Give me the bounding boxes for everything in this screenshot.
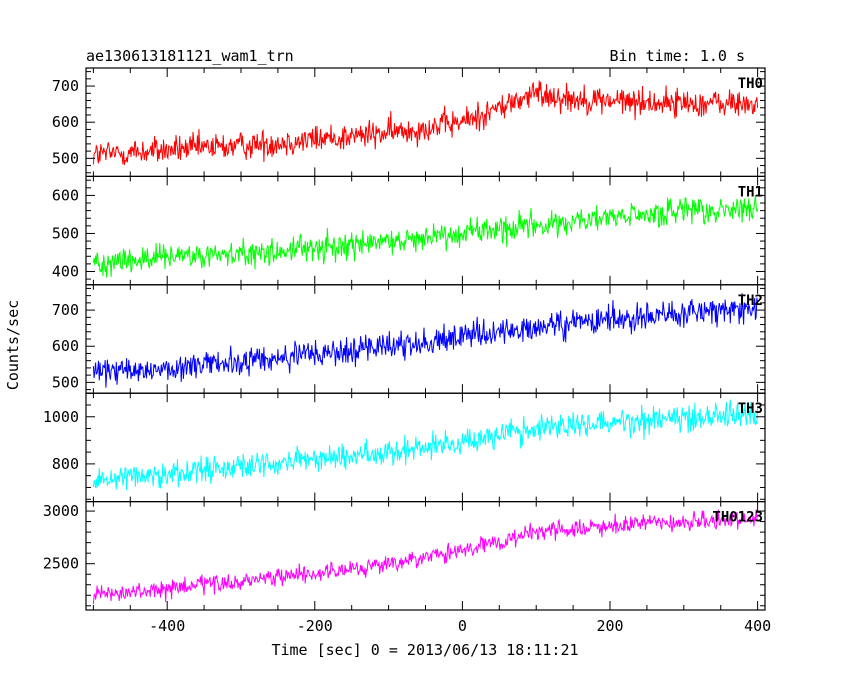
x-tick-label: -200 <box>297 617 333 635</box>
y-tick-label: 700 <box>52 301 79 319</box>
y-tick-label: 500 <box>52 373 79 391</box>
series-line-th0123 <box>92 509 759 605</box>
series-line-th0 <box>92 80 759 165</box>
panel-th0123: -400 -200 0 200 400 2500 3000 TH0123 <box>43 501 771 635</box>
series-line-th1 <box>92 195 759 278</box>
y-tick-label: 2500 <box>43 555 79 573</box>
y-tick-label: 1000 <box>43 408 79 426</box>
panel-th0: 500 600 700 TH0 <box>52 67 766 178</box>
y-tick-label: 400 <box>52 262 79 280</box>
y-tick-label: 3000 <box>43 502 79 520</box>
x-axis-title: Time [sec] 0 = 2013/06/13 18:11:21 <box>271 641 578 659</box>
series-line-th2 <box>92 293 759 388</box>
series-line-th3 <box>92 399 759 491</box>
x-tick-label: -400 <box>149 617 185 635</box>
y-tick-label: 800 <box>52 455 79 473</box>
panel-frame <box>85 67 766 178</box>
x-tick-label: 0 <box>458 617 467 635</box>
panel-th3: 800 1000 TH3 <box>43 392 766 503</box>
bin-time-label: Bin time: 1.0 s <box>610 47 745 65</box>
x-tick-label: 400 <box>744 617 771 635</box>
series-label-th2: TH2 <box>738 293 763 309</box>
series-label-th0123: TH0123 <box>712 510 763 526</box>
panel-th2: 500 600 700 TH2 <box>52 284 766 394</box>
y-tick-label: 500 <box>52 149 79 167</box>
series-label-th0: TH0 <box>738 76 763 92</box>
chart-title: ae130613181121_wam1_trn <box>86 47 294 65</box>
y-tick-label: 700 <box>52 77 79 95</box>
y-tick-label: 600 <box>52 337 79 355</box>
y-tick-label: 600 <box>52 113 79 131</box>
panel-th1: 400 500 600 TH1 <box>52 175 766 286</box>
y-axis-title: Counts/sec <box>4 300 22 390</box>
y-tick-label: 500 <box>52 224 79 242</box>
x-tick-label: 200 <box>596 617 623 635</box>
panels-group: 500 600 700 TH0 400 500 600 TH1 500 600 700 TH2 800 1… <box>43 67 771 635</box>
series-label-th1: TH1 <box>738 184 763 200</box>
series-label-th3: TH3 <box>738 401 763 417</box>
y-tick-label: 600 <box>52 186 79 204</box>
